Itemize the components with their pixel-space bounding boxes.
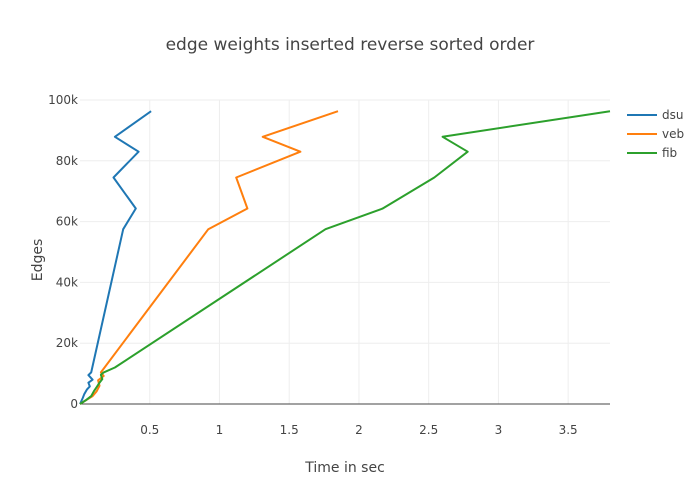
x-tick-label: 0.5 (140, 423, 159, 437)
x-tick-label: 2 (355, 423, 363, 437)
y-tick-label: 20k (56, 336, 78, 350)
series-lines (79, 110, 611, 405)
x-tick-label: 3 (495, 423, 503, 437)
y-tick-label: 60k (56, 215, 78, 229)
series-line-fib (79, 110, 611, 405)
grid-lines (80, 99, 610, 404)
x-tick-label: 2.5 (419, 423, 438, 437)
tick-labels: 0.5 1 1.5 2 2.5 3 3.5 0 20k 40k 60k 80k 100k (48, 93, 578, 437)
series-line-veb (79, 110, 339, 405)
x-tick-label: 3.5 (559, 423, 578, 437)
y-tick-label: 40k (56, 275, 78, 289)
y-axis-label: Edges (30, 239, 46, 282)
y-tick-label: 0 (70, 397, 78, 411)
x-axis-label: Time in sec (304, 460, 385, 476)
x-tick-label: 1.5 (280, 423, 299, 437)
chart-title: edge weights inserted reverse sorted ord… (166, 35, 535, 55)
legend-label-dsu: dsu (662, 108, 683, 122)
x-tick-label: 1 (216, 423, 224, 437)
legend: dsu veb fib (627, 108, 684, 160)
y-tick-label: 100k (48, 93, 78, 107)
legend-label-fib: fib (662, 146, 677, 160)
y-tick-label: 80k (56, 154, 78, 168)
series-line-dsu (79, 110, 152, 405)
legend-label-veb: veb (662, 127, 684, 141)
